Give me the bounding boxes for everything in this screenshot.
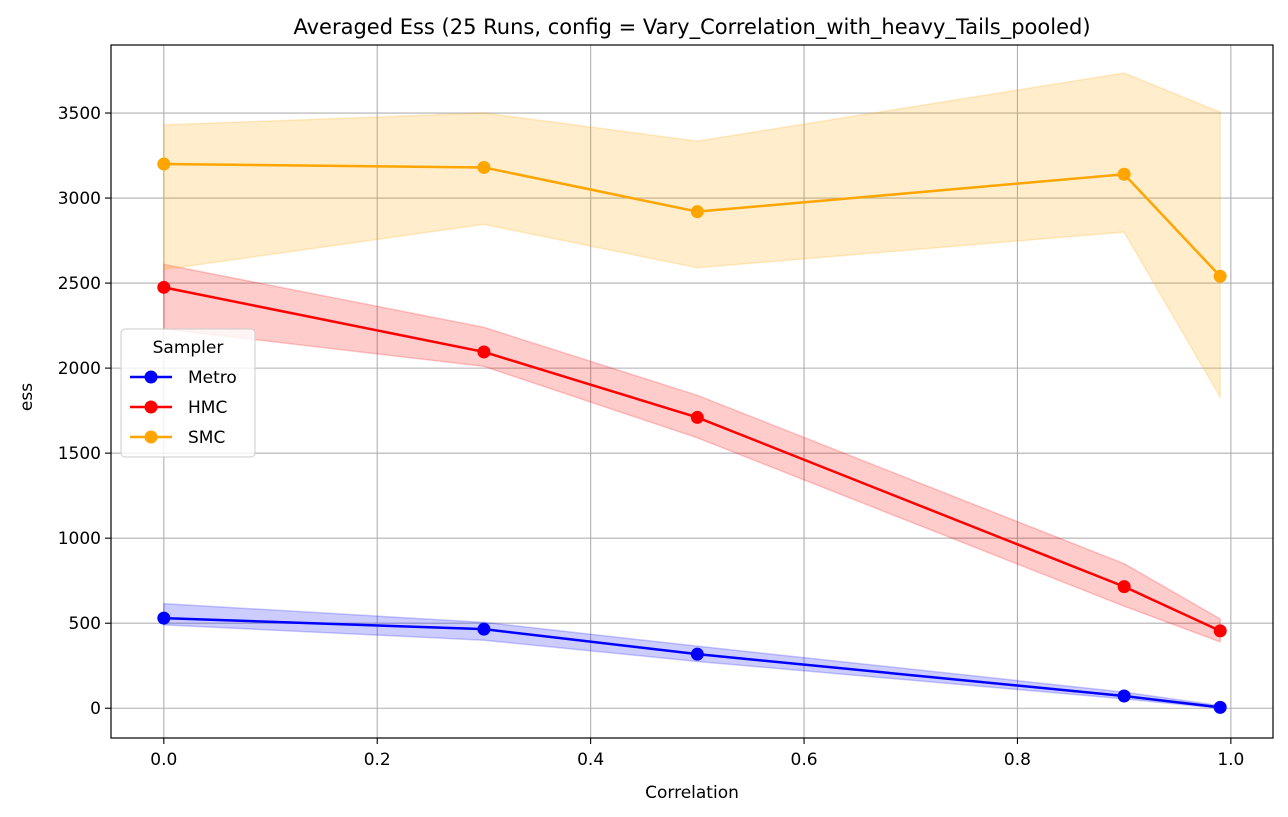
legend-swatch-marker <box>144 430 158 444</box>
hmc-point <box>477 345 491 359</box>
smc-band <box>163 72 1221 400</box>
legend-items: Metro HMC SMC <box>130 368 237 448</box>
x-axis-ticks: 0.0 0.2 0.4 0.6 0.8 1.0 <box>150 738 1244 770</box>
y-tick-label: 1500 <box>58 444 101 464</box>
legend-item-hmc: HMC <box>130 398 227 418</box>
metro-point <box>690 647 704 661</box>
legend: Sampler Metro HMC SMC <box>120 328 256 458</box>
hmc-point <box>1117 580 1131 594</box>
y-axis-ticks: 0 500 1000 1500 2000 2500 3000 3500 <box>58 104 111 719</box>
legend-title: Sampler <box>153 338 224 358</box>
hmc-point <box>690 410 704 424</box>
series-points <box>157 157 1227 714</box>
axes-frame <box>110 44 1274 739</box>
x-axis-label: Correlation <box>645 783 739 803</box>
legend-item-smc: SMC <box>130 428 225 448</box>
hmc-band <box>163 263 1221 643</box>
smc-point <box>690 205 704 219</box>
x-tick-label: 1.0 <box>1217 750 1244 770</box>
x-tick-label: 0.0 <box>150 750 177 770</box>
smc-point <box>477 160 491 174</box>
y-tick-label: 2000 <box>58 359 101 379</box>
y-tick-label: 2500 <box>58 274 101 294</box>
legend-swatch-marker <box>144 400 158 414</box>
y-tick-label: 3000 <box>58 189 101 209</box>
y-axis-label: ess <box>17 383 37 411</box>
smc-point <box>1213 269 1227 283</box>
smc-point <box>1117 167 1131 181</box>
legend-swatch-marker <box>144 370 158 384</box>
hmc-point <box>157 280 171 294</box>
x-tick-label: 0.4 <box>577 750 604 770</box>
y-tick-label: 0 <box>90 699 101 719</box>
x-tick-label: 0.8 <box>1004 750 1031 770</box>
metro-point <box>1117 689 1131 703</box>
y-tick-label: 1000 <box>58 529 101 549</box>
metro-point <box>157 611 171 625</box>
legend-item-metro: Metro <box>130 368 237 388</box>
y-tick-label: 3500 <box>58 104 101 124</box>
x-tick-label: 0.6 <box>791 750 818 770</box>
metro-point <box>1213 700 1227 714</box>
x-tick-label: 0.2 <box>364 750 391 770</box>
metro-point <box>477 622 491 636</box>
legend-label: SMC <box>188 428 225 448</box>
y-tick-label: 500 <box>69 614 101 634</box>
legend-label: Metro <box>188 368 237 388</box>
smc-point <box>157 157 171 171</box>
chart-title: Averaged Ess (25 Runs, config = Vary_Cor… <box>293 15 1090 40</box>
legend-box <box>120 328 256 458</box>
hmc-point <box>1213 624 1227 638</box>
legend-label: HMC <box>188 398 227 418</box>
